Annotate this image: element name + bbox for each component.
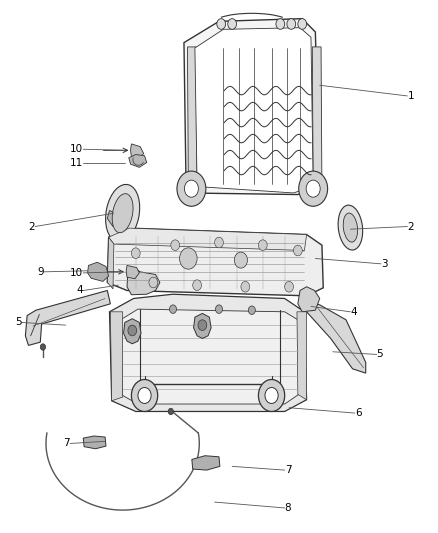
Circle shape: [184, 180, 198, 197]
Circle shape: [248, 306, 255, 314]
Circle shape: [258, 240, 267, 251]
Text: 2: 2: [28, 222, 35, 231]
Text: 6: 6: [355, 408, 361, 418]
Circle shape: [40, 344, 46, 350]
Polygon shape: [107, 237, 114, 289]
Text: 5: 5: [15, 318, 22, 327]
Circle shape: [298, 19, 307, 29]
Polygon shape: [107, 211, 116, 227]
Polygon shape: [110, 312, 123, 401]
Text: 5: 5: [377, 350, 383, 359]
Circle shape: [171, 240, 180, 251]
Circle shape: [276, 19, 285, 29]
Ellipse shape: [338, 205, 363, 250]
Polygon shape: [192, 456, 220, 470]
Polygon shape: [194, 313, 211, 338]
Polygon shape: [187, 47, 197, 189]
Circle shape: [131, 379, 158, 411]
Circle shape: [198, 320, 207, 330]
Circle shape: [293, 245, 302, 256]
Circle shape: [215, 305, 223, 313]
Polygon shape: [131, 144, 144, 158]
Polygon shape: [120, 309, 299, 404]
Circle shape: [265, 387, 278, 403]
Polygon shape: [110, 294, 307, 411]
Text: 7: 7: [285, 465, 291, 475]
Text: 1: 1: [407, 91, 414, 101]
Circle shape: [228, 19, 237, 29]
Polygon shape: [124, 319, 141, 344]
Polygon shape: [109, 228, 307, 251]
Text: 10: 10: [70, 144, 83, 154]
Text: 4: 4: [350, 307, 357, 317]
Circle shape: [299, 171, 328, 206]
Text: 7: 7: [64, 439, 70, 448]
Polygon shape: [127, 268, 160, 295]
Text: 9: 9: [37, 267, 44, 277]
Polygon shape: [307, 301, 366, 373]
Circle shape: [258, 379, 285, 411]
Circle shape: [241, 281, 250, 292]
Circle shape: [217, 19, 226, 29]
Circle shape: [168, 408, 173, 415]
Polygon shape: [297, 312, 307, 400]
Ellipse shape: [343, 213, 357, 242]
Ellipse shape: [106, 184, 140, 242]
Polygon shape: [195, 28, 313, 193]
Polygon shape: [83, 436, 106, 449]
Text: 11: 11: [70, 158, 83, 167]
Circle shape: [180, 248, 197, 269]
Polygon shape: [312, 47, 322, 189]
Text: 10: 10: [70, 268, 83, 278]
Circle shape: [215, 237, 223, 248]
Text: 4: 4: [77, 286, 83, 295]
Ellipse shape: [112, 193, 133, 233]
Circle shape: [306, 180, 320, 197]
Circle shape: [170, 305, 177, 313]
Circle shape: [138, 387, 151, 403]
Polygon shape: [129, 155, 147, 167]
Circle shape: [177, 171, 206, 206]
Circle shape: [149, 277, 158, 288]
Polygon shape: [126, 265, 139, 279]
Circle shape: [128, 325, 137, 336]
Text: 2: 2: [407, 222, 414, 231]
Circle shape: [285, 281, 293, 292]
Polygon shape: [88, 262, 109, 281]
Circle shape: [287, 19, 296, 29]
Circle shape: [131, 248, 140, 259]
Circle shape: [193, 280, 201, 290]
Polygon shape: [184, 19, 320, 195]
Polygon shape: [25, 290, 110, 345]
Circle shape: [234, 252, 247, 268]
Polygon shape: [298, 287, 320, 312]
Text: 3: 3: [381, 259, 388, 269]
Text: 8: 8: [285, 503, 291, 513]
Polygon shape: [107, 228, 323, 296]
